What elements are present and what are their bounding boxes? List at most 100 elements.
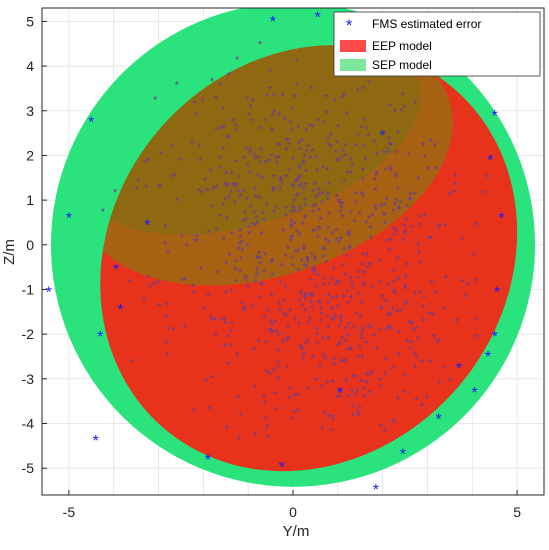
fms-point: * [310, 250, 315, 262]
fms-point: * [380, 293, 385, 305]
fms-point: * [331, 265, 336, 277]
fms-point: * [383, 427, 388, 439]
fms-point: * [373, 202, 378, 214]
fms-point: * [332, 360, 337, 372]
fms-point: * [238, 267, 243, 279]
fms-point: * [310, 303, 315, 315]
y-tick-label: -1 [22, 281, 35, 297]
fms-point: * [258, 39, 263, 51]
fms-point: * [290, 415, 295, 427]
fms-point: * [239, 300, 244, 312]
fms-point: * [230, 320, 235, 332]
fms-point: * [360, 353, 365, 365]
fms-point: * [234, 158, 239, 170]
fms-point: * [267, 157, 272, 169]
fms-point: * [314, 153, 319, 165]
fms-point: * [352, 217, 357, 229]
fms-point: * [348, 243, 353, 255]
fms-point: * [323, 92, 328, 104]
fms-points: * * * * * * * * * * * * * * * * * * * * * * * * * * * * * * * * * * * * * * * *… [46, 10, 505, 495]
fms-point: * [334, 236, 339, 248]
fms-point: * [288, 384, 293, 396]
fms-point: * [421, 303, 426, 315]
fms-point: * [329, 426, 334, 438]
fms-point: * [224, 169, 229, 181]
fms-point: * [413, 99, 418, 111]
fms-point: * [291, 182, 296, 194]
fms-point: * [270, 126, 275, 138]
fms-point: * [387, 245, 392, 257]
fms-point: * [66, 211, 72, 228]
fms-point: * [296, 123, 301, 135]
fms-point: * [422, 293, 427, 305]
fms-point: * [443, 274, 448, 286]
fms-point: * [253, 431, 258, 443]
fms-point: * [413, 349, 418, 361]
fms-point: * [318, 225, 323, 237]
fms-point: * [334, 148, 339, 160]
fms-point: * [398, 198, 403, 210]
fms-point: * [146, 273, 151, 285]
fms-point: * [289, 233, 294, 245]
fms-point: * [347, 231, 352, 243]
fms-point: * [306, 142, 311, 154]
fms-point: * [304, 201, 309, 213]
fms-point: * [169, 173, 174, 185]
fms-point: * [236, 187, 241, 199]
fms-point: * [258, 259, 263, 271]
fms-point: * [336, 122, 341, 134]
fms-point: * [235, 350, 240, 362]
fms-point: * [402, 229, 407, 241]
fms-point: * [157, 182, 162, 194]
fms-point: * [270, 327, 275, 339]
fms-point: * [386, 149, 391, 161]
fms-point: * [284, 172, 289, 184]
fms-point: * [326, 190, 331, 202]
fms-point: * [393, 107, 398, 119]
fms-point: * [127, 277, 132, 289]
fms-point: * [360, 123, 365, 135]
fms-point: * [383, 210, 388, 222]
fms-point: * [278, 279, 283, 291]
fms-point: * [334, 281, 339, 293]
fms-point: * [326, 299, 331, 311]
fms-point: * [414, 324, 419, 336]
fms-point: * [330, 315, 335, 327]
fms-point: * [330, 305, 335, 317]
fms-point: * [304, 180, 309, 192]
fms-point: * [297, 296, 302, 308]
fms-point: * [430, 278, 435, 290]
fms-point: * [215, 226, 220, 238]
fms-point: * [335, 393, 340, 405]
fms-point: * [234, 181, 239, 193]
fms-point: * [471, 385, 477, 402]
fms-point: * [229, 327, 234, 339]
fms-point: * [386, 310, 391, 322]
fms-point: * [311, 122, 316, 134]
fms-point: * [314, 193, 319, 205]
fms-point: * [290, 105, 295, 117]
fms-point: * [402, 103, 407, 115]
y-tick-label: 2 [26, 147, 34, 163]
fms-point: * [295, 56, 300, 68]
fms-point: * [392, 224, 397, 236]
fms-point: * [262, 393, 267, 405]
fms-point: * [93, 433, 99, 450]
fms-point: * [386, 144, 391, 156]
fms-point: * [402, 221, 407, 233]
fms-point: * [409, 223, 414, 235]
fms-point: * [480, 189, 485, 201]
fms-point: * [144, 217, 150, 234]
fms-point: * [276, 346, 281, 358]
fms-point: * [394, 196, 399, 208]
fms-point: * [335, 138, 340, 150]
fms-point: * [375, 169, 380, 181]
fms-point: * [206, 291, 211, 303]
fms-point: * [117, 302, 123, 319]
fms-point: * [365, 250, 370, 262]
fms-point: * [335, 293, 340, 305]
fms-point: * [210, 76, 215, 88]
fms-point: * [345, 230, 350, 242]
fms-point: * [407, 319, 412, 331]
fms-point: * [300, 136, 305, 148]
